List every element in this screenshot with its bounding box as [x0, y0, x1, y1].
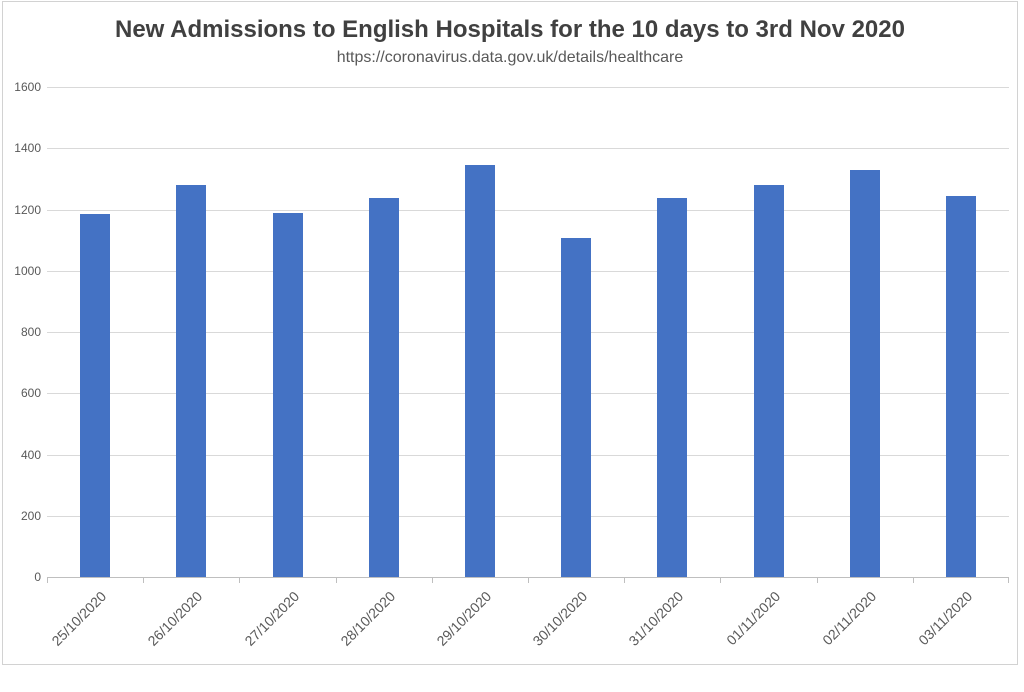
bar-03/11/2020 [945, 195, 976, 577]
bar-26/10/2020 [176, 185, 207, 577]
x-axis-tick [913, 578, 914, 583]
y-axis-tick-label: 1000 [14, 263, 41, 278]
x-axis-tick-label: 27/10/2020 [240, 588, 302, 649]
x-axis-tick [336, 578, 337, 583]
y-axis-tick-label: 400 [20, 447, 41, 462]
y-axis-tick-label: 200 [20, 508, 41, 523]
bar-01/11/2020 [753, 185, 784, 577]
x-axis-tick [817, 578, 818, 583]
x-axis-tick-label: 26/10/2020 [144, 588, 206, 649]
gridline [47, 148, 1009, 150]
bar-25/10/2020 [80, 214, 111, 577]
y-axis-tick-label: 800 [20, 325, 41, 339]
y-axis-tick-label: 1400 [14, 141, 41, 156]
bar-29/10/2020 [464, 165, 495, 577]
x-axis-tick-label: 02/11/2020 [818, 588, 880, 649]
x-axis-tick-label: 28/10/2020 [337, 588, 399, 649]
x-axis-tick-label: 30/10/2020 [529, 588, 591, 649]
gridline [47, 87, 1009, 88]
x-axis-tick-label: 31/10/2020 [625, 588, 687, 649]
gridline [47, 515, 1009, 517]
bar-02/11/2020 [849, 169, 880, 577]
x-axis-tick [1008, 578, 1009, 583]
x-axis-tick [720, 578, 721, 583]
x-axis-tick [528, 578, 529, 583]
chart-subtitle: https://coronavirus.data.gov.uk/details/… [336, 49, 684, 66]
plot-area [47, 87, 1009, 578]
x-axis-tick-label: 25/10/2020 [48, 588, 110, 649]
bar-28/10/2020 [368, 197, 399, 577]
x-axis [47, 578, 1009, 584]
gridline [47, 209, 1009, 211]
bar-30/10/2020 [561, 237, 592, 577]
x-axis-tick [624, 578, 625, 583]
y-axis-tick-label: 1600 [14, 80, 41, 94]
chart-title: New Admissions to English Hospitals for … [115, 16, 905, 43]
x-axis-tick [143, 578, 144, 583]
y-axis-tick-label: 0 [34, 570, 41, 584]
gridline [47, 332, 1009, 333]
x-axis-tick-label: 03/11/2020 [915, 588, 976, 649]
chart-frame: New Admissions to English Hospitals for … [2, 1, 1018, 665]
bar-27/10/2020 [272, 212, 303, 577]
x-axis-tick [432, 578, 433, 583]
x-axis-tick-label: 29/10/2020 [433, 588, 495, 649]
x-axis-tick [239, 578, 240, 583]
y-axis-tick-label: 600 [20, 386, 41, 401]
gridline [47, 393, 1009, 395]
gridline [47, 270, 1009, 272]
bar-31/10/2020 [657, 197, 688, 577]
y-axis-tick-label: 1200 [14, 202, 41, 217]
x-axis-tick-label: 01/11/2020 [722, 588, 783, 649]
x-axis-tick [47, 578, 48, 583]
gridline [47, 454, 1009, 456]
